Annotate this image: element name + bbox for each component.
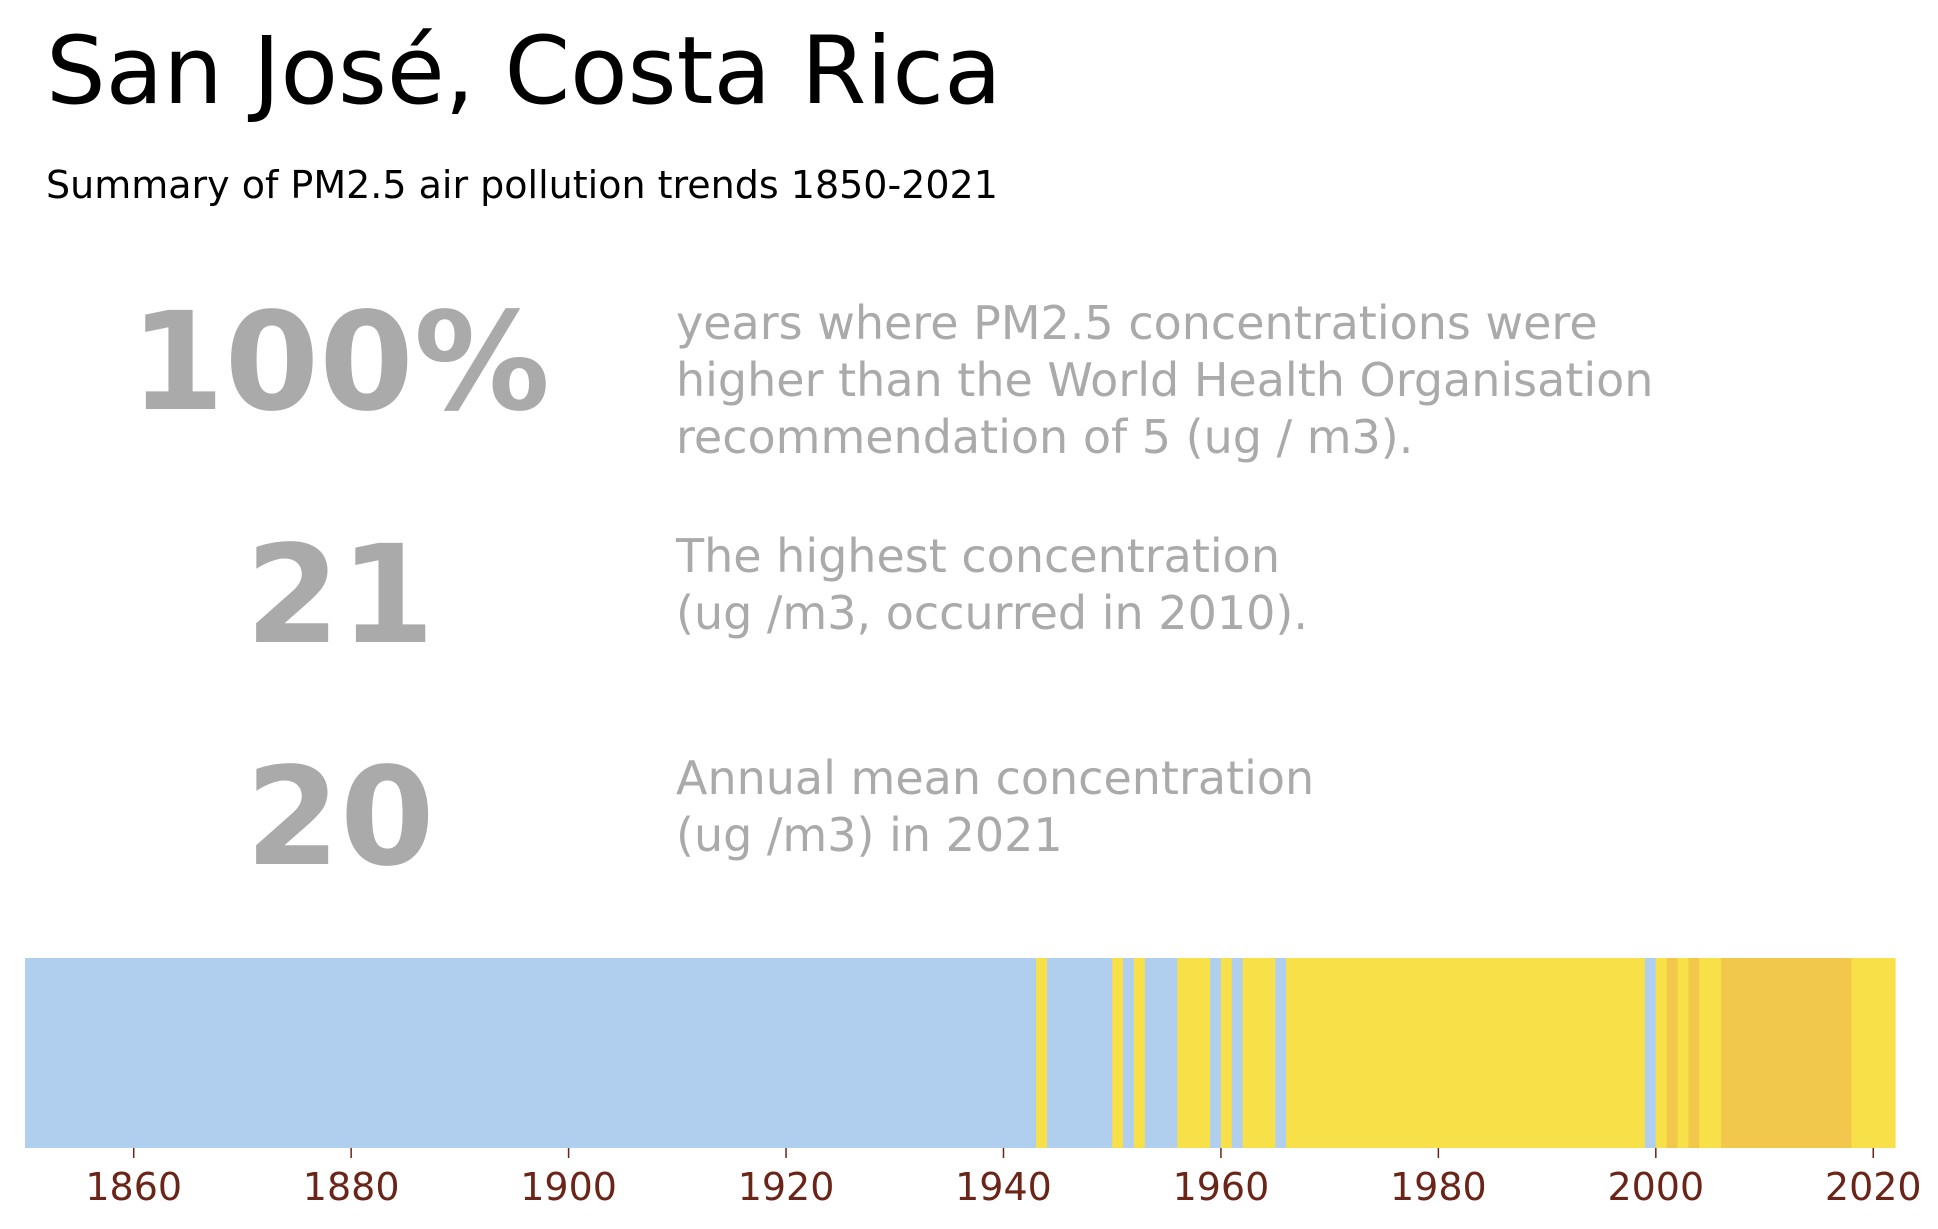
stripe-segment-1850 bbox=[25, 958, 1037, 1148]
stripe-segment-1944 bbox=[1046, 958, 1113, 1148]
stat-percent-line-1: years where PM2.5 concentrations were bbox=[676, 296, 1598, 350]
x-tick-label-1900: 1900 bbox=[520, 1165, 617, 1209]
stripe-segment-1952 bbox=[1133, 958, 1146, 1148]
stripe-segment-2002 bbox=[1677, 958, 1690, 1148]
stripe-segment-1962 bbox=[1242, 958, 1276, 1148]
stat-highest-line-2: (ug /m3, occurred in 2010). bbox=[676, 586, 1308, 640]
stat-mean-description: Annual mean concentration (ug /m3) in 20… bbox=[676, 750, 1906, 864]
page-subtitle: Summary of PM2.5 air pollution trends 18… bbox=[46, 163, 998, 207]
stripe-segment-1951 bbox=[1123, 958, 1135, 1148]
stripe-segment-1999 bbox=[1644, 958, 1657, 1148]
stat-percent-value: 100% bbox=[129, 284, 551, 442]
stripe-segment-1960 bbox=[1220, 958, 1233, 1148]
stripe-segment-1950 bbox=[1112, 958, 1124, 1148]
page-title: San José, Costa Rica bbox=[46, 17, 1002, 126]
stat-mean-value: 20 bbox=[245, 739, 435, 897]
stripe-segment-2003 bbox=[1688, 958, 1700, 1148]
stat-mean-line-2: (ug /m3) in 2021 bbox=[676, 808, 1063, 862]
stat-highest-line-1: The highest concentration bbox=[676, 529, 1280, 583]
x-axis-ticks: 1860 1880 1900 1920 1940 1960 1980 2000 2020 bbox=[85, 1148, 1922, 1209]
stat-highest-description: The highest concentration (ug /m3, occur… bbox=[676, 528, 1906, 642]
stripe-segment-1961 bbox=[1231, 958, 1244, 1148]
stat-percent-line-3: recommendation of 5 (ug / m3). bbox=[676, 410, 1414, 464]
stripe-segment-1965 bbox=[1275, 958, 1287, 1148]
stripe-segment-1943 bbox=[1036, 958, 1048, 1148]
x-tick-label-1860: 1860 bbox=[85, 1165, 182, 1209]
stripe-segment-2000 bbox=[1655, 958, 1668, 1148]
stripe-segment-2018 bbox=[1851, 958, 1896, 1148]
x-tick-label-2020: 2020 bbox=[1825, 1165, 1922, 1209]
x-tick-label-1920: 1920 bbox=[738, 1165, 835, 1209]
stat-mean-line-1: Annual mean concentration bbox=[676, 751, 1315, 805]
x-tick-label-1880: 1880 bbox=[303, 1165, 400, 1209]
x-tick-label-1940: 1940 bbox=[955, 1165, 1052, 1209]
stripe-segment-2006 bbox=[1721, 958, 1853, 1148]
stripe-segment-1956 bbox=[1177, 958, 1211, 1148]
stat-percent-line-2: higher than the World Health Organisatio… bbox=[676, 353, 1654, 407]
x-tick-label-1960: 1960 bbox=[1173, 1165, 1270, 1209]
stripe-segment-1953 bbox=[1144, 958, 1179, 1148]
stripe-segment-1959 bbox=[1210, 958, 1222, 1148]
stripe-segment-2001 bbox=[1666, 958, 1679, 1148]
x-tick-label-2000: 2000 bbox=[1607, 1165, 1704, 1209]
x-tick-label-1980: 1980 bbox=[1390, 1165, 1487, 1209]
stripes-group bbox=[25, 958, 1896, 1148]
stat-percent-description: years where PM2.5 concentrations were hi… bbox=[676, 295, 1906, 466]
stripe-segment-1966 bbox=[1286, 958, 1646, 1148]
stat-highest-value: 21 bbox=[245, 517, 435, 675]
stripe-segment-2004 bbox=[1699, 958, 1722, 1148]
